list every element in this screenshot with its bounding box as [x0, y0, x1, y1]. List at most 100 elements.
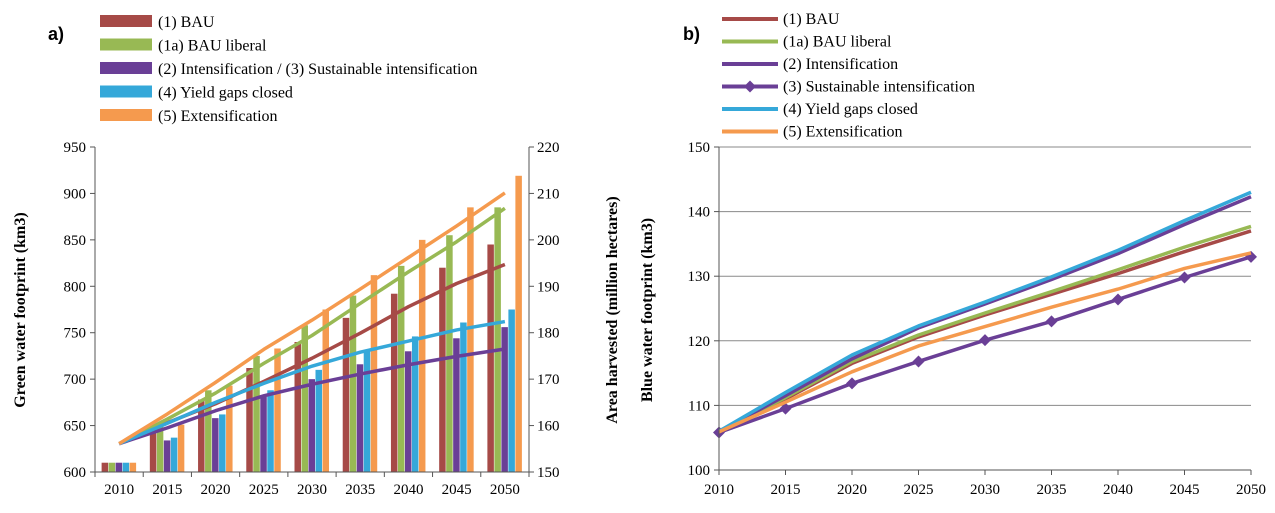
x-tick-label: 2045: [1170, 482, 1200, 498]
legend-label: (1a) BAU liberal: [783, 34, 892, 51]
bar: [487, 244, 494, 472]
bar: [108, 462, 116, 472]
legend-label: (2) Intensification / (3) Sustainable in…: [158, 61, 477, 78]
bar: [439, 267, 446, 472]
bar: [342, 317, 350, 472]
panel-a-legend: (1) BAU (1a) BAU liberal (2) Intensificati…: [100, 14, 477, 125]
y-tick-label: 850: [64, 233, 87, 249]
bar: [267, 390, 274, 472]
panel-a-axes: 600 650 700 750 800 850 900 950 150 160 170 180 190 2…: [64, 140, 560, 498]
bar: [205, 390, 212, 472]
panel-b-lines: [713, 190, 1257, 439]
y-tick-label: 600: [64, 465, 87, 481]
bar: [501, 327, 508, 472]
series-line: [718, 190, 1252, 433]
x-tick-label: 2050: [1236, 482, 1266, 498]
bar: [453, 338, 460, 472]
bar: [356, 364, 364, 472]
data-point: [779, 402, 792, 415]
series-line: [718, 195, 1252, 433]
x-tick-label: 2015: [771, 482, 801, 498]
y-tick-label: 110: [688, 398, 710, 414]
legend-label: (2) Intensification: [783, 56, 898, 73]
bar: [308, 379, 315, 472]
panel-b-y-axis-title: Blue water footprint (km3): [639, 218, 656, 402]
bar: [363, 351, 371, 472]
y-tick-label: 700: [64, 372, 87, 388]
x-tick-label: 2035: [345, 482, 375, 498]
y-tick-label: 150: [688, 140, 711, 156]
data-point: [1112, 293, 1124, 306]
legend-label: (3) Sustainable intensification: [783, 79, 975, 96]
bar: [294, 342, 301, 472]
y-tick-label: 140: [688, 205, 711, 221]
y-tick-label: 800: [64, 279, 87, 295]
y2-tick-label: 170: [537, 372, 560, 388]
bar: [446, 235, 453, 472]
bar: [370, 275, 378, 472]
bar: [198, 399, 205, 472]
y2-tick-label: 210: [537, 186, 560, 202]
x-tick-label: 2030: [970, 482, 1000, 498]
legend-label: (1) BAU: [783, 11, 840, 28]
x-tick-label: 2010: [704, 482, 734, 498]
panel-a: a) (1) BAU (1a) BAU liberal (2) Intensific…: [12, 14, 621, 498]
x-tick-label: 2020: [201, 482, 231, 498]
bar: [260, 396, 267, 472]
bar: [508, 309, 515, 472]
bar: [177, 424, 185, 472]
series-line: [718, 251, 1252, 434]
bar: [494, 207, 501, 472]
x-tick-label: 2010: [104, 482, 134, 498]
bar: [404, 351, 412, 472]
y-tick-label: 900: [64, 186, 87, 202]
y2-tick-label: 220: [537, 140, 560, 156]
data-point: [1045, 315, 1058, 328]
bar: [460, 322, 467, 472]
bar: [129, 462, 137, 472]
legend-swatch: [100, 62, 152, 74]
series-line: [118, 347, 506, 446]
bar: [212, 418, 219, 472]
panel-b-axes: 100 110 120 130 140 150 2010 2015 2020 2025 2030 20…: [688, 140, 1267, 498]
legend-swatch: [100, 109, 152, 121]
bar: [122, 462, 130, 472]
x-tick-label: 2040: [1103, 482, 1133, 498]
panel-b-legend: (1) BAU (1a) BAU liberal (2) Intensificati…: [722, 11, 975, 141]
panel-a-label: a): [48, 24, 64, 44]
x-tick-label: 2030: [297, 482, 327, 498]
bar: [274, 348, 281, 472]
panel-a-y-axis-title: Green water footprint (km3): [12, 212, 29, 407]
y2-tick-label: 200: [537, 233, 560, 249]
y2-tick-label: 160: [537, 419, 560, 435]
bar: [390, 293, 398, 472]
y-tick-label: 130: [688, 269, 711, 285]
bar: [418, 239, 426, 472]
panel-b: b) (1) BAU (1a) BAU liberal (2) Intensific…: [639, 11, 1266, 498]
y2-tick-label: 180: [537, 326, 560, 342]
legend-label: (4) Yield gaps closed: [783, 101, 918, 118]
legend-label: (4) Yield gaps closed: [158, 85, 293, 102]
bar: [253, 355, 260, 472]
bar: [101, 462, 109, 472]
series-line: [118, 206, 506, 446]
bar: [115, 462, 123, 472]
bar: [246, 368, 253, 472]
bar: [163, 440, 171, 472]
legend-swatch: [100, 15, 152, 27]
panel-a-lines: [118, 191, 506, 446]
legend-label: (1a) BAU liberal: [158, 38, 267, 55]
data-point: [912, 355, 925, 368]
bar: [170, 437, 178, 472]
legend-swatch: [100, 38, 152, 51]
y2-tick-label: 190: [537, 279, 560, 295]
x-tick-label: 2045: [442, 482, 472, 498]
y-tick-label: 650: [64, 419, 87, 435]
series-line: [718, 224, 1252, 433]
y-tick-label: 750: [64, 326, 87, 342]
bar: [219, 414, 226, 472]
x-tick-label: 2015: [152, 482, 182, 498]
panel-b-label: b): [683, 24, 700, 44]
bar: [397, 265, 405, 472]
